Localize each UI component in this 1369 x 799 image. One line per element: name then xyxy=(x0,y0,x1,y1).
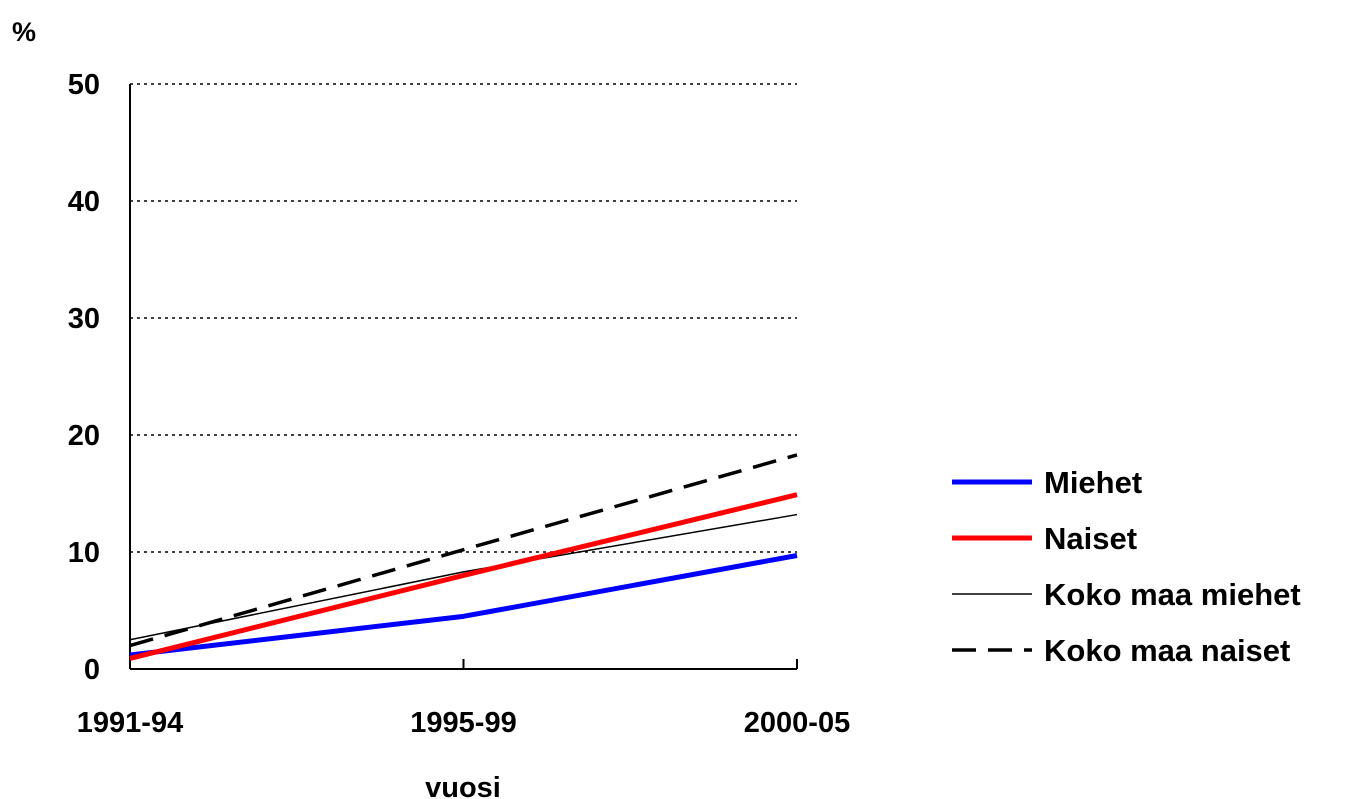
series-line-koko-maa-naiset xyxy=(129,453,798,648)
y-axis-unit-label: % xyxy=(12,17,36,47)
x-tick-label: 1995-99 xyxy=(410,707,516,739)
x-tick-label: 1991-94 xyxy=(77,707,183,739)
y-tick-label: 0 xyxy=(84,654,100,686)
gridlines xyxy=(130,83,797,553)
series-lines xyxy=(129,453,798,661)
series-line-miehet xyxy=(129,553,798,658)
y-tick-label: 10 xyxy=(68,537,100,569)
y-tick-label: 20 xyxy=(68,420,100,452)
legend-label: Koko maa naiset xyxy=(1044,633,1290,668)
axes: 0 10 20 30 40 50 1991-94 1995-99 2000-05 xyxy=(68,69,850,739)
y-tick-label: 40 xyxy=(68,186,100,218)
legend-label: Naiset xyxy=(1044,521,1137,556)
legend: Miehet Naiset Koko maa miehet Koko maa nais… xyxy=(952,465,1301,668)
legend-label: Koko maa miehet xyxy=(1044,577,1301,612)
x-tick-label: 2000-05 xyxy=(744,707,850,739)
x-axis-title: vuosi xyxy=(425,772,501,799)
series-line-koko-maa-miehet xyxy=(129,513,798,641)
series-line-naiset xyxy=(129,492,798,661)
y-tick-label: 50 xyxy=(68,69,100,101)
legend-label: Miehet xyxy=(1044,465,1142,500)
y-tick-label: 30 xyxy=(68,303,100,335)
